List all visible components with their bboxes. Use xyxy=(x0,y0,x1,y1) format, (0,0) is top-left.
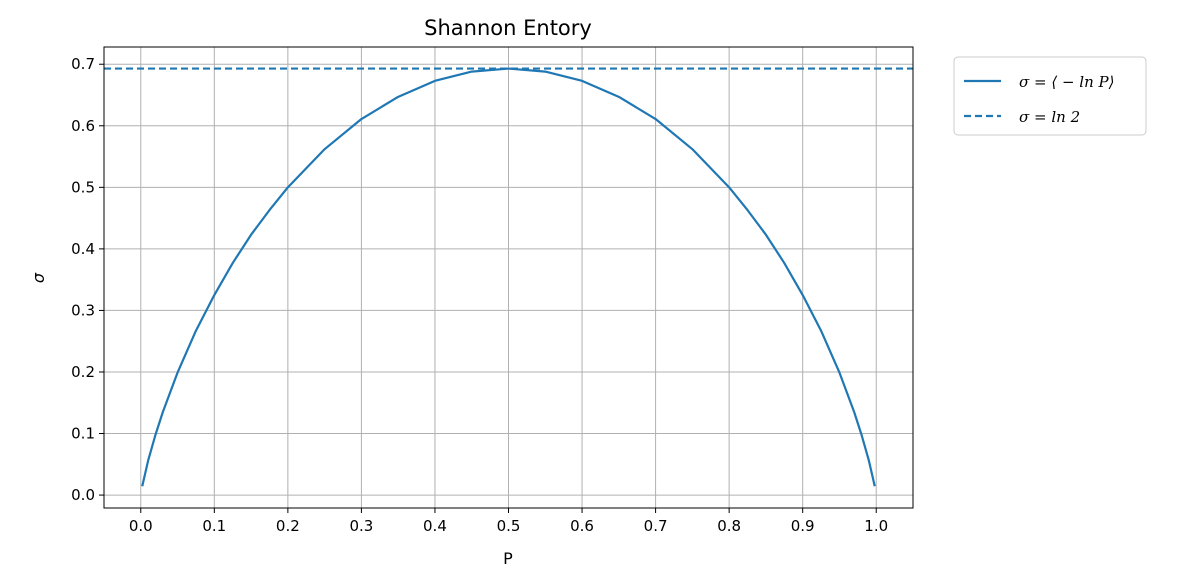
grid xyxy=(104,47,913,508)
legend-label-series-2: σ = ln 2 xyxy=(1019,108,1080,126)
y-tick-label: 0.1 xyxy=(71,425,95,443)
y-tick-label: 0.7 xyxy=(71,55,95,73)
chart-title: Shannon Entory xyxy=(424,16,592,40)
x-tick-label: 0.8 xyxy=(717,517,741,535)
y-axis-label: σ xyxy=(29,272,48,283)
y-axis: 0.0 0.1 0.2 0.3 0.4 0.5 0.6 0.7 xyxy=(71,55,104,504)
y-tick-label: 0.4 xyxy=(71,240,95,258)
x-axis: 0.0 0.1 0.2 0.3 0.4 0.5 0.6 0.7 0.8 0.9 1.0 xyxy=(129,508,888,535)
x-tick-label: 0.5 xyxy=(497,517,521,535)
y-tick-label: 0.0 xyxy=(71,486,95,504)
x-tick-label: 0.9 xyxy=(791,517,815,535)
y-tick-label: 0.3 xyxy=(71,301,95,319)
legend: σ = ⟨ − ln P⟩ σ = ln 2 xyxy=(953,56,1147,136)
x-tick-label: 0.4 xyxy=(423,517,447,535)
legend-box xyxy=(953,56,1147,136)
x-axis-label: P xyxy=(503,549,513,568)
x-tick-label: 0.0 xyxy=(129,517,153,535)
x-tick-label: 0.2 xyxy=(276,517,300,535)
y-tick-label: 0.5 xyxy=(71,178,95,196)
series-line-1 xyxy=(141,67,876,487)
y-tick-label: 0.2 xyxy=(71,363,95,381)
x-tick-label: 0.3 xyxy=(349,517,373,535)
x-tick-label: 1.0 xyxy=(864,517,888,535)
y-tick-label: 0.6 xyxy=(71,117,95,135)
series-group xyxy=(104,67,913,487)
x-tick-label: 0.7 xyxy=(644,517,668,535)
x-tick-label: 0.6 xyxy=(570,517,594,535)
x-tick-label: 0.1 xyxy=(202,517,226,535)
legend-label-series-1: σ = ⟨ − ln P⟩ xyxy=(1019,73,1114,91)
